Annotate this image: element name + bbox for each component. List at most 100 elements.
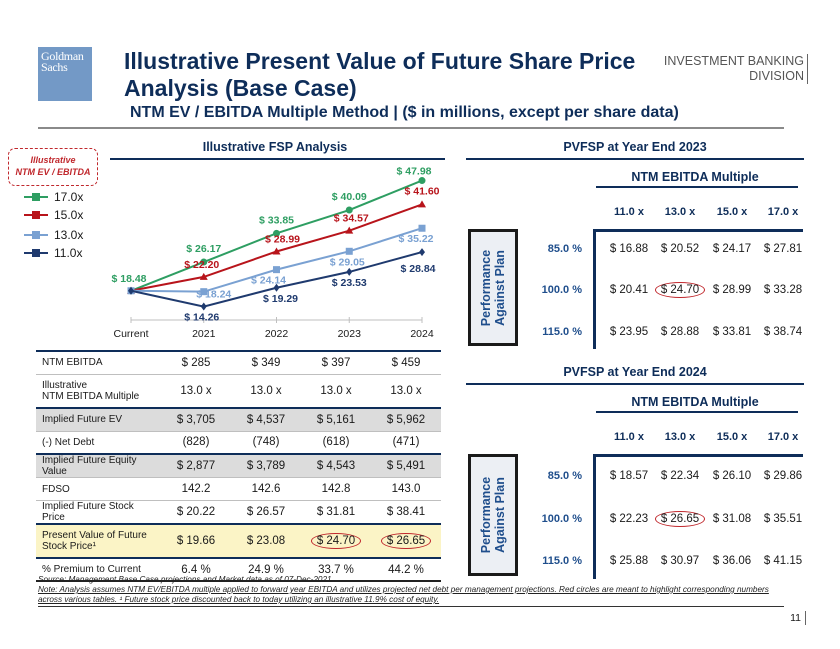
table-cell: (828) <box>161 430 231 454</box>
division-label: INVESTMENT BANKING DIVISION <box>664 54 808 84</box>
row-label: (-) Net Debt <box>36 430 161 454</box>
sensitivity-cell: $ 33.81 <box>712 326 752 338</box>
table-cell: $ 31.81 <box>301 500 371 524</box>
table-cell: $ 349 <box>231 350 301 374</box>
x-tick-label: Current <box>113 328 148 340</box>
column-header: 17.0 x <box>767 206 799 218</box>
data-point <box>345 247 353 255</box>
grid-top-border <box>593 454 803 457</box>
table-cell: $ 5,962 <box>371 407 441 431</box>
table-cell: $ 5,161 <box>301 407 371 431</box>
fsp-line-chart: Current 2021 2022 2023 2024 $ 18.48 $ 26.17 $ 3… <box>111 166 439 340</box>
data-point <box>418 224 426 232</box>
table-cell: $ 5,491 <box>371 453 441 478</box>
row-label: 85.0 % <box>547 470 582 482</box>
data-point <box>346 267 353 276</box>
table-row: Implied Future Equity Value $ 2,877 $ 3,78… <box>36 453 441 478</box>
data-label: $ 33.85 <box>259 214 294 226</box>
sensitivity-cell: $ 24.70 <box>654 282 706 298</box>
table-cell: 142.8 <box>301 477 371 501</box>
data-label: $ 47.98 <box>396 166 431 178</box>
sensitivity-cell: $ 24.17 <box>712 243 752 255</box>
analysis-note: Note: Analysis assumes NTM EV/EBITDA mul… <box>38 585 769 604</box>
highlight-circle: $ 24.70 <box>654 282 706 298</box>
data-label: $ 35.22 <box>398 233 433 245</box>
callout-line-1: Illustrative <box>30 155 76 165</box>
table-cell: $ 3,705 <box>161 407 231 431</box>
table-cell: $ 26.57 <box>231 500 301 524</box>
row-label: Present Value of Future Stock Price¹ <box>36 523 161 558</box>
sensitivity-cell: $ 22.23 <box>609 513 649 525</box>
legend-item-15x: 15.0x <box>24 208 83 222</box>
data-label: $ 14.26 <box>184 312 219 324</box>
column-header: 17.0 x <box>767 431 799 443</box>
data-label: $ 34.57 <box>334 213 369 225</box>
table-cell: 13.0 x <box>231 373 301 408</box>
highlight-circle: $ 26.65 <box>654 511 706 527</box>
logo-line-1: Goldman <box>41 49 84 63</box>
row-label: Implied Future Equity Value <box>36 453 161 478</box>
data-label: $ 41.60 <box>404 185 439 197</box>
page-title: Illustrative Present Value of Future Sha… <box>124 48 636 101</box>
sensitivity-title-rule <box>466 158 804 160</box>
column-header: 11.0 x <box>614 431 644 443</box>
row-label: 115.0 % <box>542 326 582 338</box>
sensitivity-cell: $ 31.08 <box>712 513 752 525</box>
sensitivity-cell: $ 25.88 <box>609 555 649 567</box>
sensitivity-title: PVFSP at Year End 2023 <box>563 140 707 154</box>
column-header: 15.0 x <box>716 431 748 443</box>
row-label: 115.0 % <box>542 555 582 567</box>
table-cell: $ 19.66 <box>161 523 231 558</box>
data-label: $ 23.53 <box>332 277 367 289</box>
sensitivity-cell: $ 35.51 <box>763 513 803 525</box>
sensitivity-cell: $ 23.95 <box>609 326 649 338</box>
page-number: 11 <box>790 611 806 625</box>
row-header-text: Performance Against Plan <box>479 249 507 326</box>
x-tick-label: 2023 <box>338 328 362 340</box>
fsp-build-table: NTM EBITDA $ 285 $ 349 $ 397 $ 459 Illustrati… <box>36 350 441 582</box>
row-label: % Premium to Current <box>36 557 161 582</box>
sensitivity-cell: $ 33.28 <box>763 284 803 296</box>
data-point <box>419 248 425 257</box>
data-point <box>273 283 280 292</box>
sensitivity-cell: $ 41.15 <box>763 555 803 567</box>
data-point <box>272 247 281 255</box>
sensitivity-cell: $ 29.86 <box>763 470 803 482</box>
legend-label: 15.0x <box>54 208 84 222</box>
chart-legend: 17.0x 15.0x 13.0x 11.0x <box>24 190 83 264</box>
division-line-1: INVESTMENT BANKING <box>663 54 804 68</box>
table-row: (-) Net Debt (828) (748) (618) (471) <box>36 430 441 454</box>
data-point <box>345 226 354 234</box>
table-cell: $ 397 <box>301 350 371 374</box>
column-header: 11.0 x <box>614 206 644 218</box>
legend-swatch-17x <box>24 192 48 202</box>
legend-swatch-13x <box>24 230 48 240</box>
legend-item-17x: 17.0x <box>24 190 83 204</box>
row-label: FDSO <box>36 477 161 501</box>
data-label: $ 28.99 <box>265 234 300 246</box>
row-label: 100.0 % <box>541 513 582 525</box>
header-divider <box>38 127 784 129</box>
sensitivity-cell: $ 28.88 <box>660 326 700 338</box>
table-cell: (748) <box>231 430 301 454</box>
table-cell: $ 4,543 <box>301 453 371 478</box>
row-label: 85.0 % <box>547 243 582 255</box>
data-label: $ 19.29 <box>263 293 298 305</box>
chart-title: Illustrative FSP Analysis <box>202 140 348 154</box>
sensitivity-cell: $ 16.88 <box>609 243 649 255</box>
source-note: Source: Management Base Case projections… <box>38 575 332 584</box>
legend-label: 17.0x <box>54 190 84 204</box>
table-cell: $ 23.08 <box>231 523 301 558</box>
column-header: 13.0 x <box>664 431 696 443</box>
row-label: Illustrative NTM EBITDA Multiple <box>36 373 161 408</box>
sensitivity-title-rule <box>466 383 804 385</box>
data-point <box>273 229 280 237</box>
x-tick-label: 2024 <box>410 328 434 340</box>
table-cell: 44.2 % <box>371 557 441 582</box>
goldman-sachs-logo: Goldman Sachs <box>38 47 92 101</box>
data-point <box>200 258 208 266</box>
table-cell: $ 285 <box>161 350 231 374</box>
grid-left-border <box>593 454 596 579</box>
performance-against-plan-label: Performance Against Plan <box>468 229 518 346</box>
table-cell: 6.4 % <box>161 557 231 582</box>
